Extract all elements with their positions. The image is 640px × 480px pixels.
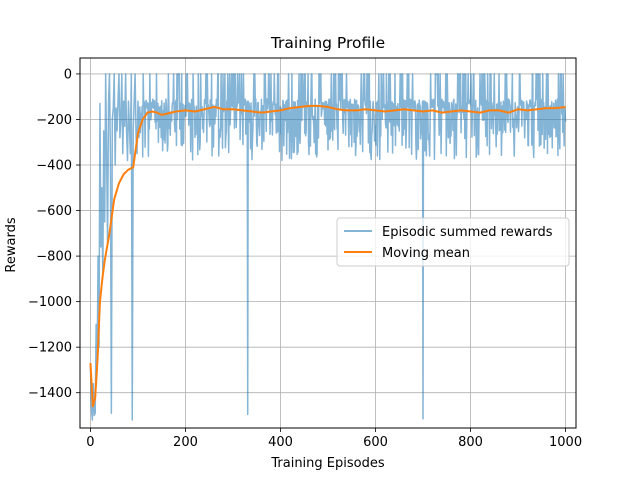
legend-label-raw: Episodic summed rewards (382, 225, 553, 240)
series-episodic-rewards (89, 73, 567, 421)
y-tick-label: −1000 (28, 295, 72, 310)
x-tick-label: 400 (268, 435, 293, 450)
y-tick-label: −1200 (28, 341, 72, 356)
series-moving-mean (89, 104, 566, 408)
legend-box (336, 217, 570, 267)
legend: Episodic summed rewards Moving mean (336, 217, 570, 267)
y-tick-label: −400 (36, 159, 72, 174)
y-tick-label: −800 (36, 250, 72, 265)
x-tick-label: 0 (86, 435, 94, 450)
y-axis-title: Rewards (4, 217, 19, 272)
x-axis-title: Training Episodes (270, 456, 384, 471)
axis-ticks: 0 200 400 600 800 1000 0 −200 −400 −600 −800 −1000 −… (28, 67, 582, 450)
y-tick-label: −1400 (28, 386, 72, 401)
y-tick-label: −600 (36, 204, 72, 219)
series-layer (89, 73, 567, 421)
legend-label-mean: Moving mean (382, 246, 470, 261)
x-tick-label: 200 (173, 435, 198, 450)
x-tick-label: 1000 (549, 435, 582, 450)
y-tick-label: 0 (64, 67, 72, 82)
x-tick-label: 600 (363, 435, 388, 450)
y-tick-label: −200 (36, 113, 72, 128)
plot-area-frame (79, 57, 577, 429)
chart-title: Training Profile (270, 34, 385, 52)
x-tick-label: 800 (458, 435, 483, 450)
